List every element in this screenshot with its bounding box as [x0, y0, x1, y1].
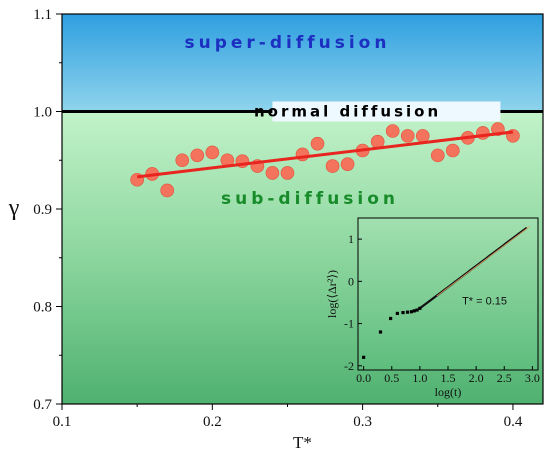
inset-data-point [412, 309, 416, 313]
y-tick-label: 1.0 [33, 105, 52, 121]
inset-data-point [418, 306, 422, 310]
sub-diffusion-label: sub-diffusion [221, 189, 399, 209]
inset-x-tick-label: 1.5 [441, 371, 456, 385]
linear-fit-line [136, 130, 514, 179]
inset-data-point [362, 355, 366, 359]
inset-ticks: 0.0 0.5 1.0 1.5 2.0 2.5 3.0 -2 -1 0 1 [344, 232, 540, 385]
inset-x-axis-title: log(t) [435, 385, 462, 399]
data-point [446, 143, 460, 158]
inset-y-tick-label: -2 [344, 359, 354, 373]
x-tick-label: 0.1 [53, 414, 72, 430]
inset-data-point [415, 308, 419, 312]
data-point [175, 153, 190, 168]
inset-fit-line [436, 226, 530, 297]
data-point [325, 159, 340, 173]
data-point [310, 136, 325, 151]
data-point [190, 148, 205, 163]
inset-x-tick-label: 0.0 [356, 371, 371, 385]
x-tick-label: 0.3 [353, 414, 372, 430]
inset-y-tick-label: 1 [348, 232, 354, 246]
inset-x-tick-label: 2.5 [497, 371, 512, 385]
inset-data-point [395, 311, 399, 316]
super-diffusion-region [62, 14, 543, 112]
inset-y-tick-label: -1 [344, 317, 354, 331]
data-point [340, 157, 355, 171]
super-diffusion-label: super-diffusion [184, 33, 390, 53]
data-point [205, 145, 220, 160]
inset-data-point [401, 310, 405, 315]
inset-x-tick-label: 2.0 [469, 371, 484, 385]
data-point [430, 148, 445, 163]
inset-x-tick-label: 1.0 [412, 371, 427, 385]
x-axis-title: T* [293, 433, 312, 452]
inset-data-point [389, 316, 393, 321]
inset-plot-area [357, 217, 539, 371]
inset-chart: 0.0 0.5 1.0 1.5 2.0 2.5 3.0 -2 -1 0 1 T* = 0.15 lo… [325, 217, 540, 399]
inset-data-point [409, 310, 414, 314]
inset-data-point [378, 330, 383, 334]
y-tick-label: 0.9 [33, 202, 52, 218]
inset-y-axis-title: log(⟨Δr²⟩) [325, 270, 339, 318]
inset-x-tick-label: 0.5 [384, 371, 399, 385]
data-point [265, 166, 280, 180]
y-tick-label: 0.8 [33, 300, 52, 316]
x-tick-label: 0.4 [504, 414, 523, 430]
y-axis-title: γ [8, 195, 20, 221]
inset-temperature-annotation: T* = 0.15 [462, 296, 507, 308]
data-point [280, 166, 295, 180]
data-point [415, 129, 430, 143]
normal-diffusion-label-background [272, 101, 501, 122]
y-tick-label: 1.1 [33, 7, 52, 23]
x-tick-label: 0.2 [203, 414, 222, 430]
inset-y-tick-label: 0 [348, 274, 354, 288]
data-point [160, 183, 175, 198]
inset-x-tick-label: 3.0 [525, 371, 540, 385]
y-tick-label: 0.7 [33, 397, 52, 413]
normal-diffusion-label: normal diffusion [254, 103, 441, 121]
inset-data-point [405, 310, 410, 314]
inset-data-points [362, 306, 422, 359]
data-point [400, 129, 415, 143]
x-axis-ticks: 0.1 0.2 0.3 0.4 [53, 404, 523, 430]
y-axis-ticks: 0.7 0.8 0.9 1.0 1.1 [33, 7, 62, 413]
data-point [385, 124, 400, 138]
